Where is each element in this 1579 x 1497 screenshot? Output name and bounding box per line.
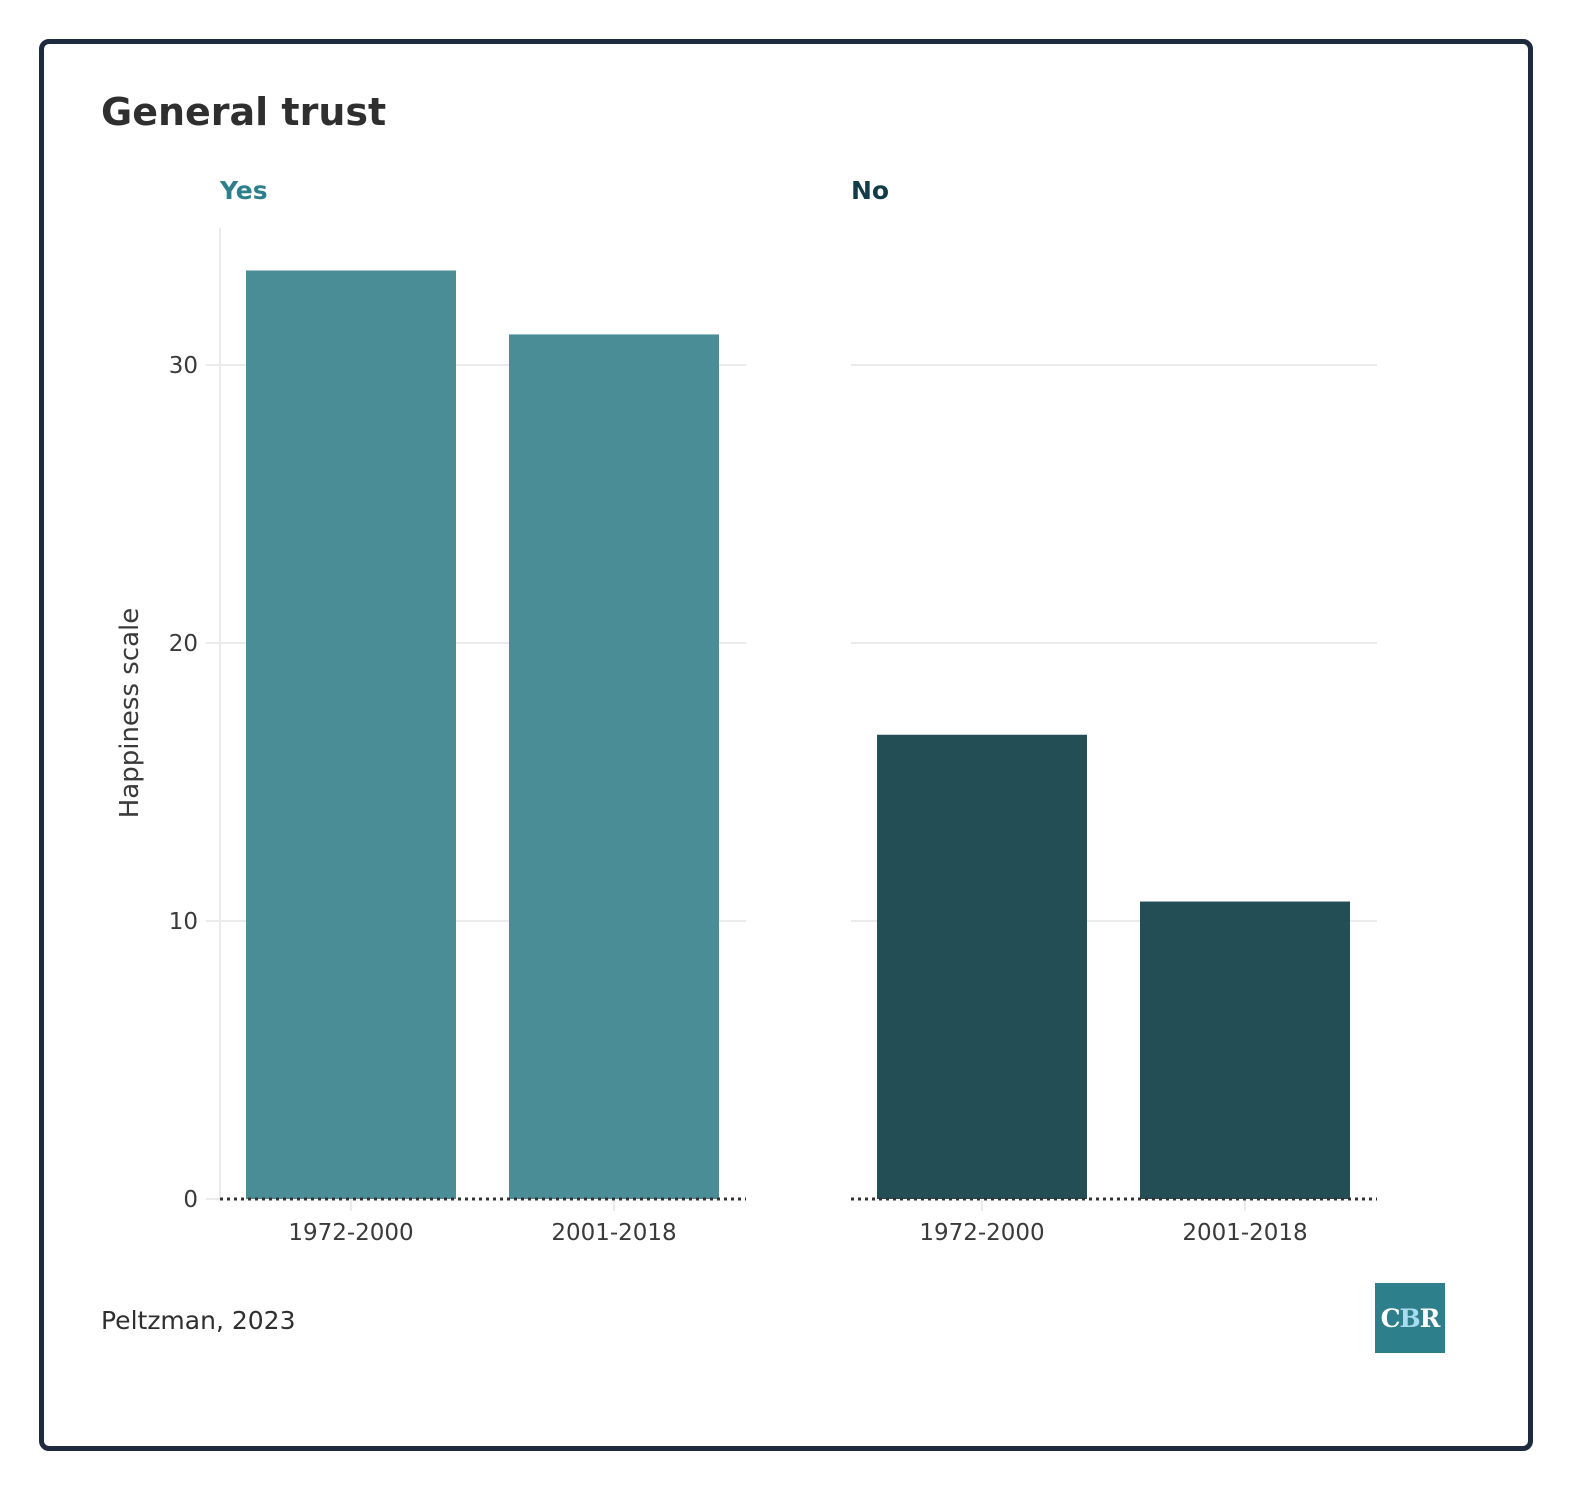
y-tick-label-0: 0	[183, 1187, 198, 1213]
bar-yes-2001-2018	[509, 334, 719, 1199]
y-axis-title: Happiness scale	[115, 608, 145, 819]
x-tick-label-yes-1972-2000: 1972-2000	[288, 1220, 413, 1246]
x-tick-label-yes-2001-2018: 2001-2018	[551, 1220, 676, 1246]
bar-no-2001-2018	[1140, 901, 1350, 1199]
bar-yes-1972-2000	[246, 270, 456, 1200]
logo-letter-b: B	[1399, 1303, 1420, 1333]
chart-title: General trust	[101, 90, 387, 134]
facet-label-yes: Yes	[219, 176, 268, 205]
y-tick-label-10: 10	[169, 909, 198, 935]
y-tick-label-20: 20	[169, 631, 198, 657]
source-note: Peltzman, 2023	[101, 1306, 296, 1335]
x-tick-label-no-2001-2018: 2001-2018	[1182, 1220, 1307, 1246]
bar-no-1972-2000	[877, 734, 1087, 1199]
y-tick-label-30: 30	[169, 353, 198, 379]
logo-letter-r: R	[1419, 1303, 1441, 1333]
x-tick-label-no-1972-2000: 1972-2000	[919, 1220, 1044, 1246]
facet-label-no: No	[851, 176, 889, 205]
logo-letter-c: C	[1380, 1303, 1401, 1333]
